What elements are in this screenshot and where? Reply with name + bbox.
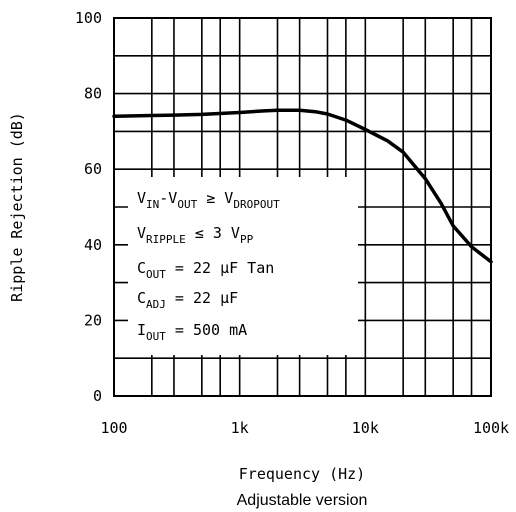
x-tick-label: 10k bbox=[352, 419, 379, 437]
annotation-line: VRIPPLE ≤ 3 VPP bbox=[137, 224, 254, 246]
y-tick-label: 60 bbox=[84, 160, 102, 178]
x-axis-title: Frequency (Hz) bbox=[239, 465, 365, 483]
y-tick-label: 20 bbox=[84, 311, 102, 329]
annotation-line: IOUT = 500 mA bbox=[137, 321, 247, 343]
y-tick-label: 40 bbox=[84, 236, 102, 254]
x-tick-label: 100 bbox=[100, 419, 127, 437]
tick-labels: 100 1k 10k 100k 0 20 40 60 80 100 bbox=[75, 9, 509, 437]
x-tick-label: 100k bbox=[473, 419, 509, 437]
y-tick-label: 0 bbox=[93, 387, 102, 405]
x-tick-label: 1k bbox=[231, 419, 249, 437]
y-tick-label: 80 bbox=[84, 85, 102, 103]
y-tick-label: 100 bbox=[75, 9, 102, 27]
series-line bbox=[112, 108, 493, 264]
annotations: VIN-VOUT ≥ VDROPOUT VRIPPLE ≤ 3 VPP COUT =… bbox=[137, 189, 280, 343]
series bbox=[112, 108, 493, 264]
annotation-line: CADJ = 22 μF bbox=[137, 289, 238, 311]
annotation-line: COUT = 22 μF Tan bbox=[137, 259, 274, 281]
annotation-box bbox=[128, 177, 358, 355]
y-axis-title: Ripple Rejection (dB) bbox=[8, 112, 26, 302]
chart-caption: Adjustable version bbox=[237, 492, 368, 509]
annotation-line: VIN-VOUT ≥ VDROPOUT bbox=[137, 189, 280, 211]
plot-frame bbox=[113, 17, 492, 397]
